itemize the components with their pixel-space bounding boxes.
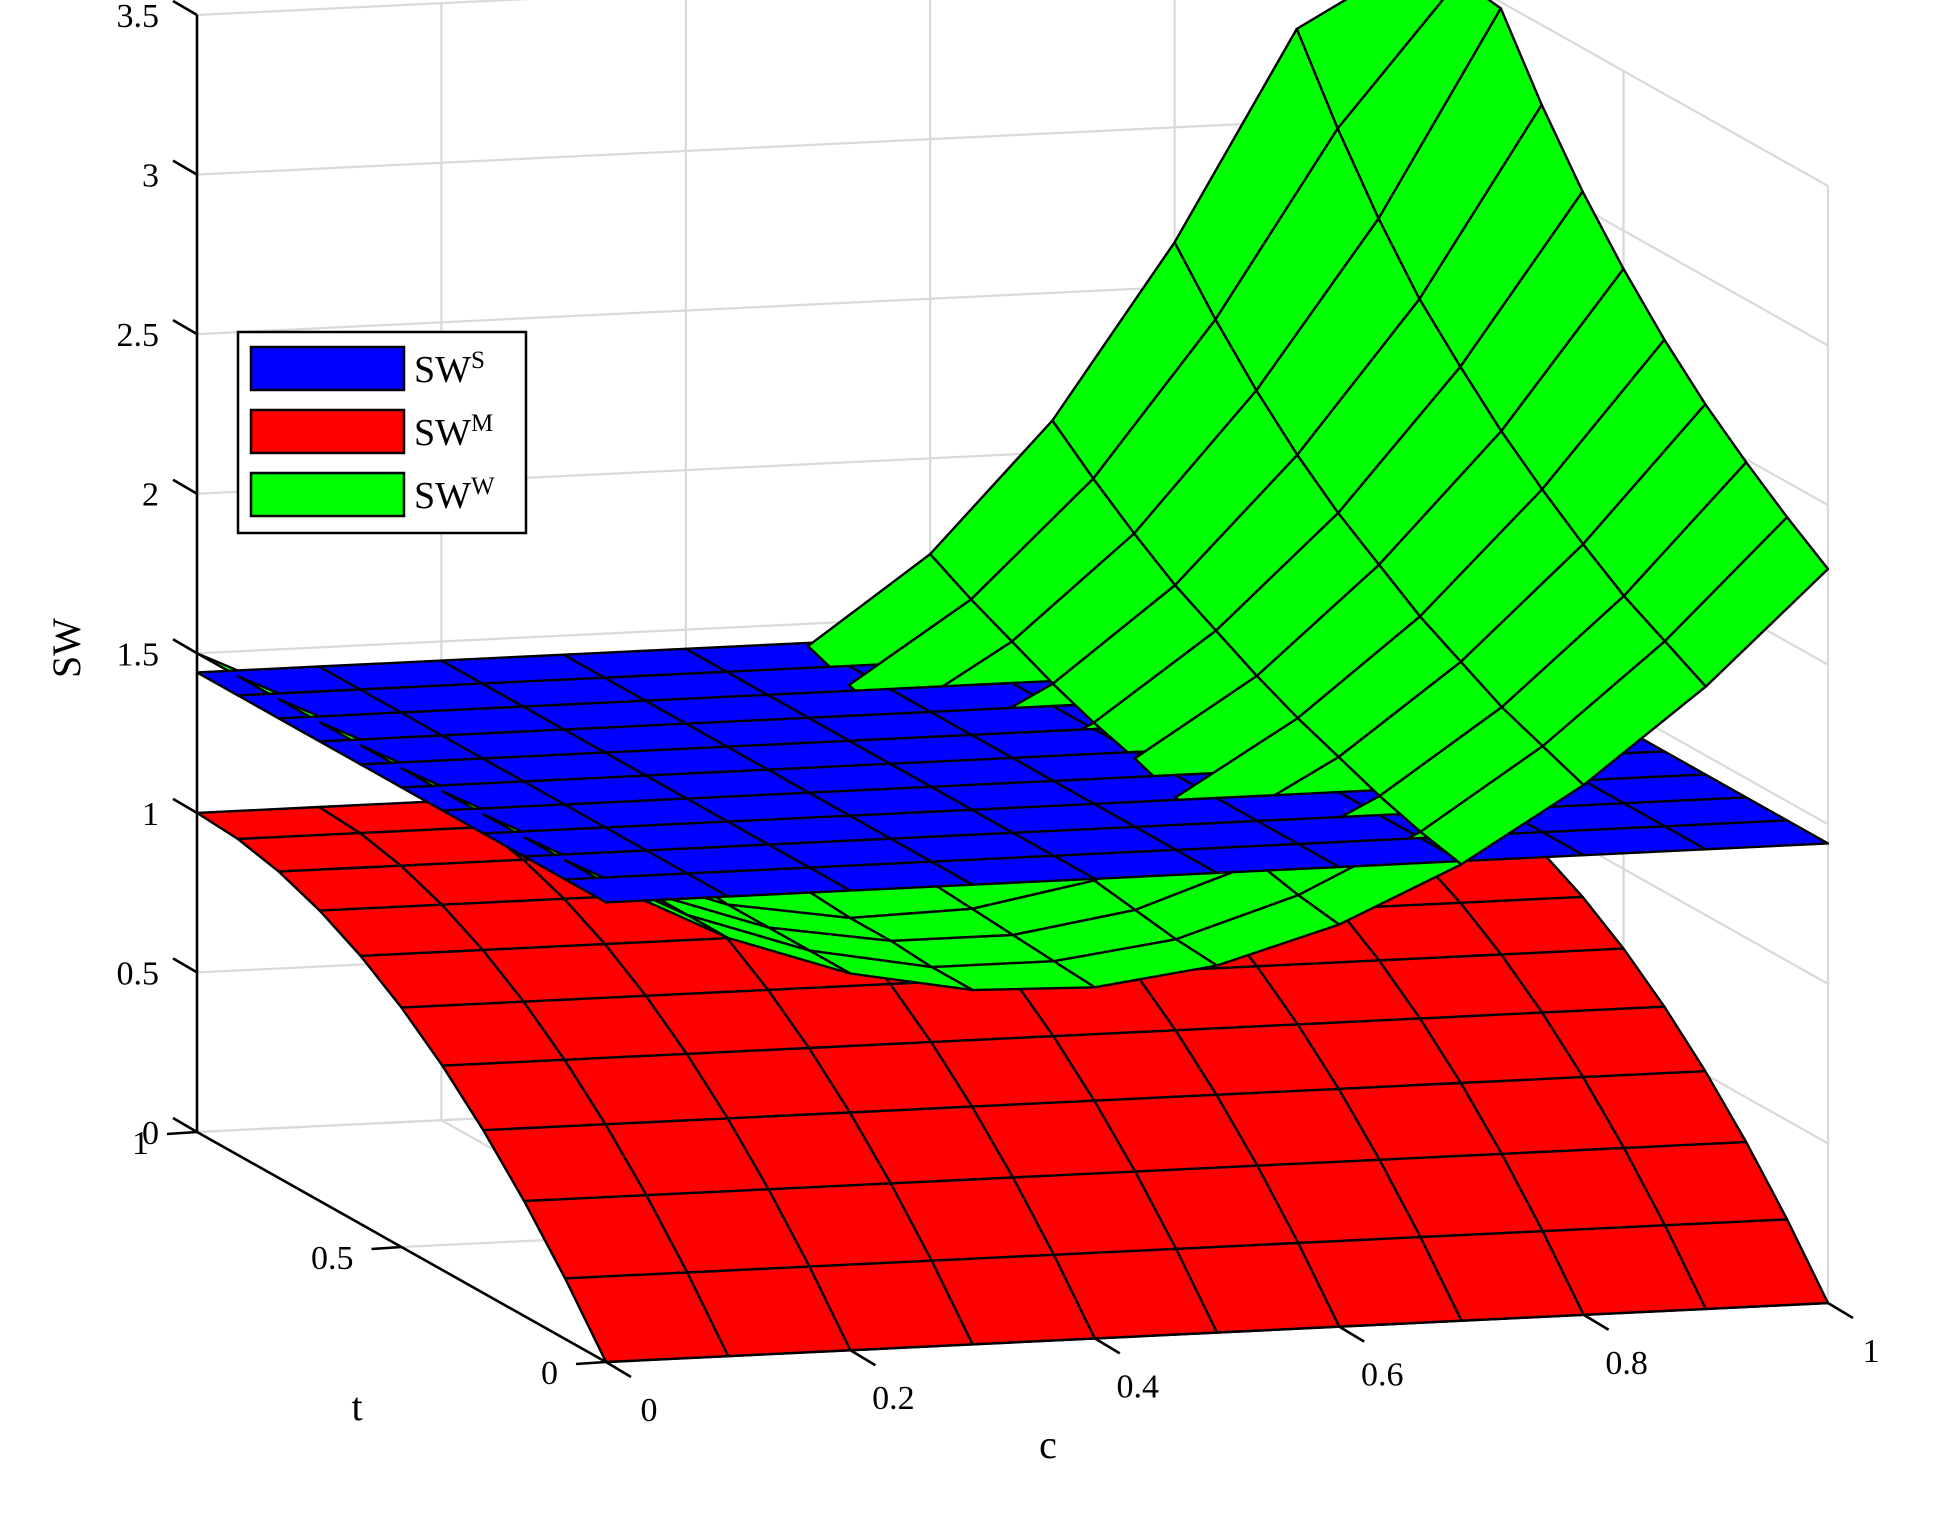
- legend-swatch-swm: [249, 408, 406, 455]
- x-tick-mark: [1582, 1313, 1610, 1331]
- y-tick-label: 1: [132, 1125, 149, 1162]
- surface-patch-sww: [1663, 516, 1830, 688]
- z-tick-label: 0.5: [117, 955, 160, 992]
- x-tick-mark: [849, 1349, 877, 1367]
- legend-entry-sww: SWW: [249, 471, 495, 518]
- legend-swatch-sws: [249, 345, 406, 392]
- z-tick-mark: [172, 797, 198, 814]
- y-tick-label: 0: [541, 1355, 558, 1392]
- legend-entry-sws: SWS: [249, 345, 485, 392]
- z-tick-mark: [172, 159, 198, 176]
- y-tick-mark: [166, 1130, 198, 1136]
- surfaces: [195, 0, 1830, 1364]
- legend-label-sww: SWW: [414, 473, 495, 517]
- legend-entry-swm: SWM: [249, 408, 493, 455]
- z-tick-label: 3: [142, 158, 159, 195]
- x-tick-label: 0.6: [1361, 1357, 1404, 1394]
- z-tick-mark: [172, 319, 198, 336]
- z-tick-mark: [172, 957, 198, 974]
- z-tick-label: 2.5: [117, 317, 160, 354]
- x-tick-mark: [1094, 1337, 1121, 1355]
- z-tick-mark: [172, 0, 198, 17]
- surface-patch-swm: [1663, 1218, 1830, 1311]
- y-tick-mark: [371, 1245, 402, 1251]
- x-tick-label: 0.2: [872, 1380, 915, 1417]
- legend-label-sws: SWS: [414, 347, 485, 391]
- z-tick-label: 0: [142, 1115, 159, 1152]
- y-axis-label: t: [351, 1384, 362, 1429]
- x-axis-label: c: [1039, 1422, 1057, 1467]
- y-tick-mark: [575, 1360, 607, 1366]
- x-tick-label: 0: [641, 1392, 658, 1429]
- z-tick-mark: [172, 1116, 198, 1134]
- surface-patch-sws: [1663, 819, 1830, 851]
- grid-line-back-z: [196, 0, 531, 17]
- x-tick-label: 0.8: [1605, 1345, 1648, 1382]
- x-tick-mark: [1338, 1325, 1365, 1343]
- tick-labels: 00.511.522.533.50 0.2 0.4 0.6 0.8 100.51: [117, 0, 1880, 1429]
- y-tick-label: 0.5: [311, 1240, 354, 1277]
- z-tick-mark: [172, 478, 198, 495]
- grid-line-back-z: [196, 114, 1420, 176]
- z-tick-label: 1.5: [117, 636, 160, 673]
- x-tick-mark: [605, 1360, 632, 1379]
- x-tick-label: 1: [1863, 1333, 1880, 1370]
- legend-label-swm: SWM: [414, 410, 493, 454]
- z-tick-label: 2: [142, 477, 159, 514]
- z-tick-label: 3.5: [117, 0, 160, 35]
- z-tick-label: 1: [142, 796, 159, 833]
- z-axis-label: SW: [44, 618, 89, 678]
- legend: SWS SWM SWW: [236, 330, 528, 535]
- z-tick-mark: [172, 638, 198, 655]
- x-tick-mark: [1827, 1301, 1854, 1320]
- legend-swatch-sww: [249, 471, 406, 518]
- x-tick-label: 0.4: [1117, 1368, 1160, 1405]
